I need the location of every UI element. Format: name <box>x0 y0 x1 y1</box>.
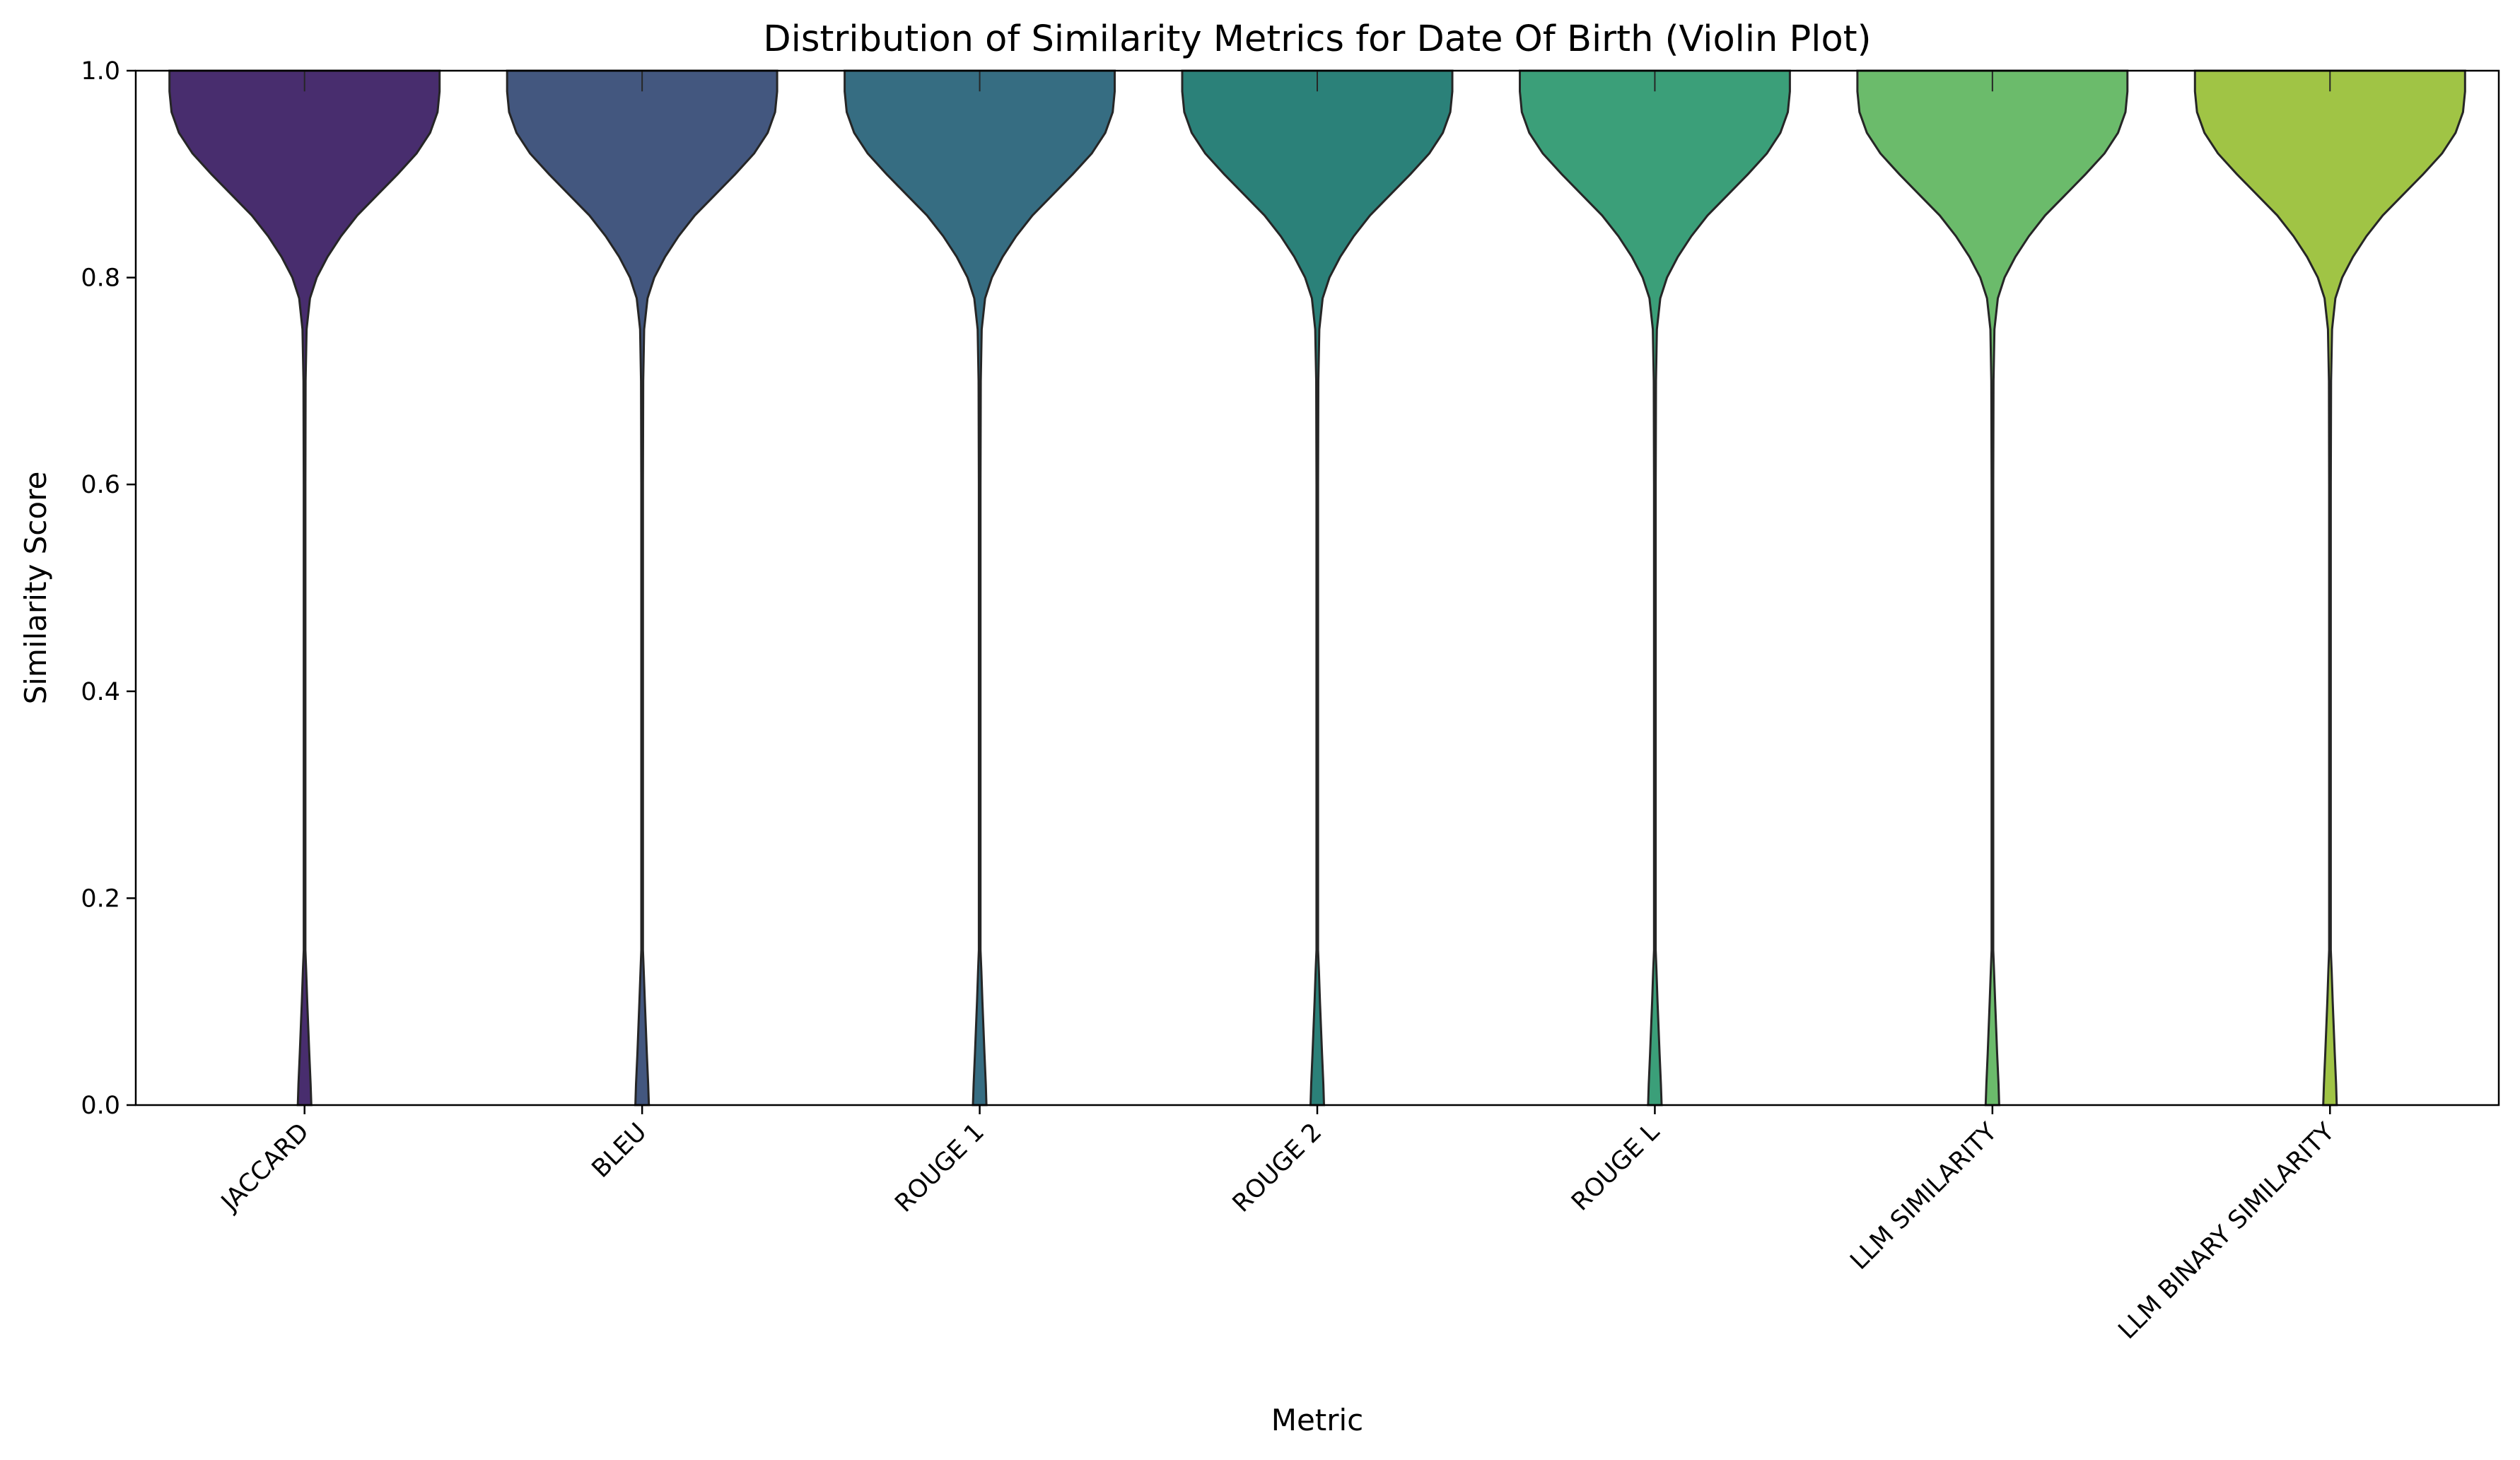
violin-llm-similarity <box>1856 69 2129 1106</box>
x-tick-label: LLM BINARY SIMILARITY <box>2113 1118 2341 1345</box>
y-tick-label: 0.6 <box>81 471 120 499</box>
y-axis: 0.0 0.2 0.4 0.6 0.8 1.0 <box>81 57 136 1120</box>
x-tick-label: LLM SIMILARITY <box>1845 1118 2002 1275</box>
violin-rouge-l <box>1519 69 1791 1106</box>
y-tick-label: 0.4 <box>81 678 120 706</box>
y-axis-label: Similarity Score <box>18 472 53 705</box>
violins-group <box>168 69 2466 1106</box>
y-tick-label: 0.8 <box>81 264 120 293</box>
violin-rouge-2 <box>1181 69 1454 1106</box>
x-tick-label: ROUGE 1 <box>889 1118 990 1218</box>
y-tick-label: 1.0 <box>81 57 120 86</box>
x-axis: JACCARD BLEU ROUGE 1 ROUGE 2 ROUGE L LLM SIMI… <box>215 1105 2340 1345</box>
x-axis-label: Metric <box>1271 1403 1364 1437</box>
x-tick-label: BLEU <box>587 1118 653 1184</box>
chart-title: Distribution of Similarity Metrics for D… <box>763 18 1871 60</box>
violin-jaccard <box>168 69 441 1106</box>
y-tick-label: 0.0 <box>81 1092 120 1120</box>
x-tick-label: JACCARD <box>215 1118 315 1217</box>
violin-bleu <box>506 69 778 1106</box>
x-tick-label: ROUGE L <box>1566 1118 1665 1217</box>
y-tick-label: 0.2 <box>81 884 120 913</box>
violin-rouge-1 <box>844 69 1116 1106</box>
violin-llm-binary-similarity <box>2193 69 2466 1106</box>
x-tick-label: ROUGE 2 <box>1227 1118 1328 1218</box>
